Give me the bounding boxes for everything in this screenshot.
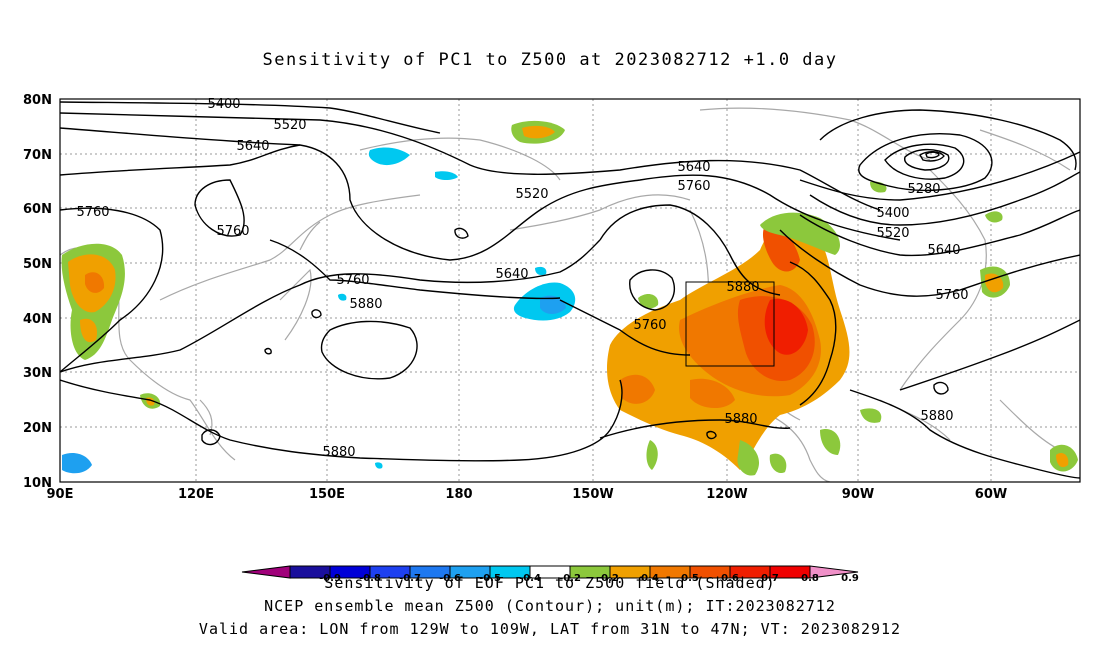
- contour-label: 5760: [677, 179, 710, 194]
- lat-label: 80N: [23, 93, 52, 108]
- caption-line-1: Sensitivity of EOF PC1 to Z500 field (Sh…: [324, 574, 776, 592]
- colorbar-tick-label: 0.5: [681, 573, 699, 584]
- lat-label: 50N: [23, 257, 52, 272]
- contour-label: 5880: [349, 297, 382, 312]
- longitude-labels: 90E 120E 150E 180 150W 120W 90W 60W: [47, 487, 1008, 502]
- contour-label: 5640: [495, 267, 528, 282]
- colorbar: -0.9 -0.8 -0.7 -0.6 -0.5 -0.4 -0.2 0.2 0.4 0.5 0.6…: [241, 565, 859, 584]
- colorbar-arrow-high: [809, 565, 859, 579]
- colorbar-tick-label: -0.2: [559, 573, 581, 584]
- lat-label: 40N: [23, 312, 52, 327]
- contour-label: 5400: [207, 97, 240, 112]
- colorbar-tick-label: 0.2: [601, 573, 619, 584]
- contour-label: 5520: [876, 226, 909, 241]
- lon-label: 60W: [975, 487, 1007, 502]
- lon-label: 90W: [842, 487, 874, 502]
- contour-label: 5640: [677, 160, 710, 175]
- lon-label: 180: [445, 487, 472, 502]
- colorbar-tick-label: 0.9: [841, 573, 859, 584]
- valid-area-box: [685, 281, 775, 367]
- contour-label: 5760: [216, 224, 249, 239]
- z500-contours: [60, 101, 1080, 479]
- contour-label: 5760: [935, 288, 968, 303]
- figure-title: Sensitivity of PC1 to Z500 at 2023082712…: [262, 50, 838, 70]
- contour-label: 5520: [515, 187, 548, 202]
- contour-label: 5880: [920, 409, 953, 424]
- contour-label: 5760: [76, 205, 109, 220]
- contour-label: 5760: [633, 318, 666, 333]
- contour-label: 5880: [724, 412, 757, 427]
- lon-label: 150E: [309, 487, 345, 502]
- contour-label: 5640: [236, 139, 269, 154]
- colorbar-tick-label: -0.5: [479, 573, 501, 584]
- lat-label: 70N: [23, 148, 52, 163]
- caption-line-2: NCEP ensemble mean Z500 (Contour); unit(…: [264, 597, 836, 615]
- contour-label: 5760: [336, 273, 369, 288]
- contour-label: 5400: [876, 206, 909, 221]
- contour-labels: 5400 5520 5640 5520 5760 5760 5640 5760 …: [76, 97, 968, 460]
- colorbar-tick-label: 0.8: [801, 573, 819, 584]
- coastlines: [60, 107, 1071, 482]
- lat-label: 60N: [23, 202, 52, 217]
- sensitivity-shading: [61, 120, 1078, 476]
- colorbar-tick-label: 0.6: [721, 573, 739, 584]
- colorbar-tick-label: -0.8: [359, 573, 381, 584]
- lon-label: 120W: [706, 487, 747, 502]
- colorbar-tick-label: 0.7: [761, 573, 779, 584]
- caption-line-3: Valid area: LON from 129W to 109W, LAT f…: [198, 620, 902, 638]
- contour-label: 5520: [273, 118, 306, 133]
- contour-label: 5640: [927, 243, 960, 258]
- lat-label: 20N: [23, 421, 52, 436]
- colorbar-tick-label: -0.4: [519, 573, 541, 584]
- colorbar-tick-label: -0.6: [439, 573, 461, 584]
- lon-label: 120E: [178, 487, 214, 502]
- lon-label: 150W: [572, 487, 613, 502]
- lat-label: 10N: [23, 476, 52, 491]
- contour-label: 5280: [907, 182, 940, 197]
- colorbar-tick-label: -0.7: [399, 573, 421, 584]
- contour-label: 5880: [322, 445, 355, 460]
- plot-frame: [59, 98, 1081, 483]
- colorbar-tick-label: -0.9: [319, 573, 341, 584]
- latitude-labels: 80N 70N 60N 50N 40N 30N 20N 10N: [23, 93, 52, 491]
- contour-label: 5880: [726, 280, 759, 295]
- lat-label: 30N: [23, 366, 52, 381]
- colorbar-tick-label: 0.4: [641, 573, 659, 584]
- lon-label: 90E: [47, 487, 74, 502]
- grid-lines: [60, 99, 1080, 482]
